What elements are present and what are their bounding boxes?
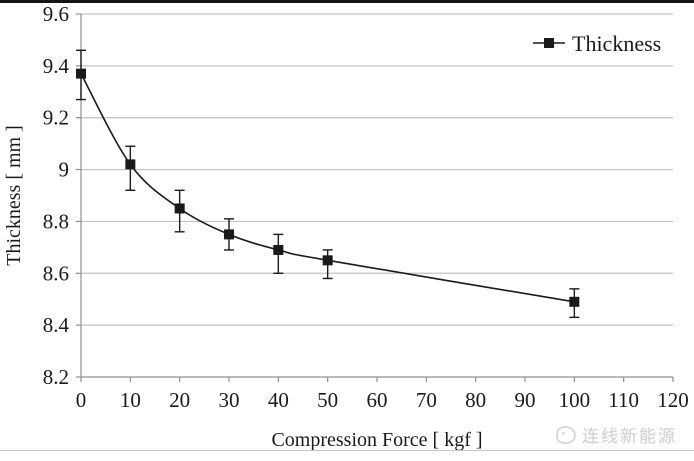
data-point-marker: [125, 159, 136, 170]
x-tick-label: 20: [169, 388, 190, 412]
x-tick-label: 90: [515, 388, 536, 412]
x-tick-label: 30: [219, 388, 240, 412]
x-tick-label: 100: [559, 388, 591, 412]
x-tick-label: 120: [657, 388, 689, 412]
x-tick-label: 110: [608, 388, 639, 412]
data-point-marker: [224, 229, 234, 240]
x-tick-label: 40: [268, 388, 289, 412]
y-tick-label: 8.6: [43, 261, 69, 285]
y-tick-label: 9.4: [43, 54, 70, 78]
x-axis-title: Compression Force [ kgf ]: [271, 429, 482, 451]
legend-marker: [544, 38, 554, 48]
y-tick-label: 9.6: [43, 2, 69, 26]
data-point-marker: [76, 68, 86, 79]
x-tick-label: 60: [367, 388, 388, 412]
data-point-marker: [174, 203, 185, 214]
watermark-logo-icon: [556, 425, 576, 444]
legend-label: Thickness: [572, 31, 661, 56]
data-point-marker: [322, 255, 333, 266]
x-tick-label: 70: [416, 388, 437, 412]
y-axis-title: Thickness [ mm ]: [3, 125, 25, 266]
x-tick-label: 0: [76, 388, 87, 412]
bottom-separator-line: [0, 450, 694, 451]
y-tick-label: 8.2: [43, 365, 69, 389]
x-tick-label: 80: [465, 388, 486, 412]
y-tick-label: 8.4: [43, 313, 70, 337]
y-tick-label: 8.8: [43, 209, 69, 233]
top-border-line: [0, 0, 694, 3]
x-tick-label: 50: [317, 388, 338, 412]
y-tick-label: 9.2: [43, 106, 69, 130]
data-point-marker: [273, 244, 284, 255]
watermark-text: 连线新能源: [582, 427, 677, 447]
data-point-marker: [569, 296, 580, 307]
y-tick-label: 9: [59, 158, 70, 182]
x-tick-label: 10: [120, 388, 141, 412]
watermark: 连线新能源: [556, 422, 677, 447]
